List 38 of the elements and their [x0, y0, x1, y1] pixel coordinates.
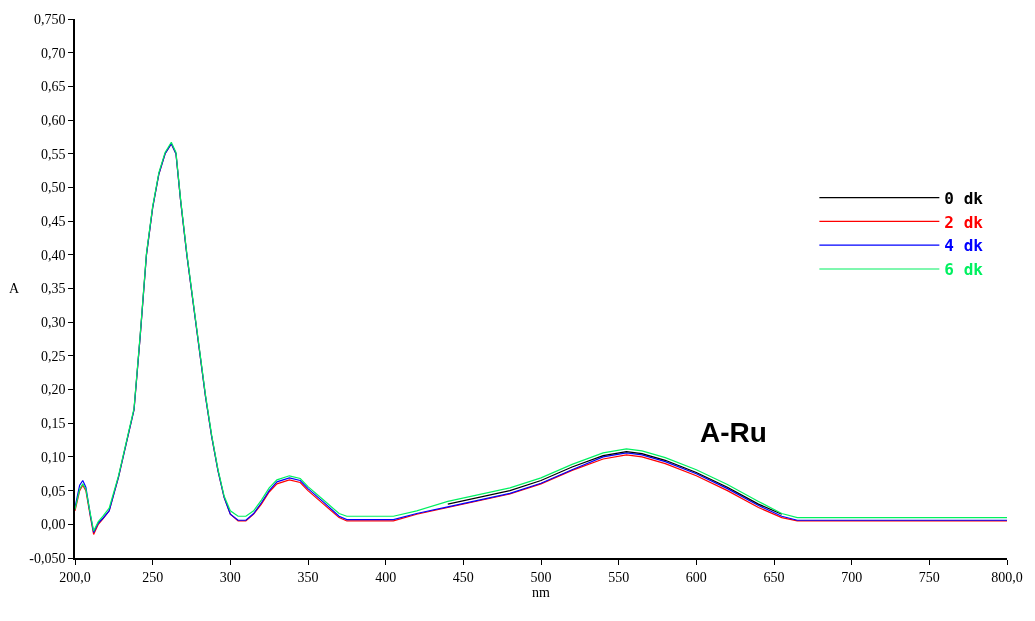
x-tick-label: 650 — [763, 569, 785, 585]
x-tick-label: 200,0 — [59, 569, 91, 585]
y-tick-label: 0,00 — [40, 517, 66, 533]
y-tick-label: 0,05 — [40, 483, 66, 499]
x-axis-title: nm — [532, 584, 551, 600]
y-tick-label: 0,50 — [40, 180, 66, 196]
y-tick-label: 0,55 — [40, 146, 66, 162]
y-tick-label: 0,45 — [40, 214, 66, 230]
x-tick-label: 450 — [452, 569, 474, 585]
x-tick-label: 300 — [219, 569, 241, 585]
text: 4 dk — [944, 236, 984, 256]
y-tick-label: 0,60 — [40, 112, 66, 128]
x-tick-label: 550 — [608, 569, 630, 585]
y-tick-label: 0,65 — [40, 79, 66, 95]
text: 6 dk — [944, 260, 984, 280]
y-tick-label: 0,40 — [40, 247, 66, 263]
x-tick-label: 700 — [841, 569, 863, 585]
y-tick-label: 0,15 — [40, 416, 66, 432]
x-tick-label: 350 — [297, 569, 319, 585]
x-tick-label: 750 — [918, 569, 940, 585]
y-tick-label: 0,35 — [40, 281, 66, 297]
y-tick-label: 0,25 — [40, 348, 66, 364]
text: 2 dk — [944, 212, 984, 232]
x-tick-label: 600 — [685, 569, 707, 585]
line-series — [447, 450, 783, 515]
y-tick-label: 0,70 — [40, 45, 66, 61]
annotation: A-Ru — [700, 417, 767, 448]
x-tick-label: 250 — [142, 569, 164, 585]
y-tick-label: 0,750 — [33, 11, 66, 27]
x-tick-label: 400 — [375, 569, 397, 585]
x-tick-label: 500 — [530, 569, 552, 585]
text: 0 dk — [944, 188, 984, 208]
y-tick-label: 0,20 — [40, 382, 66, 398]
y-tick-label: 0,30 — [40, 315, 66, 331]
y-axis-title: A — [9, 281, 20, 296]
y-tick-label: 0,10 — [40, 449, 66, 465]
y-tick-label: -0,050 — [29, 550, 66, 566]
x-tick-label: 800,0 — [991, 569, 1023, 585]
